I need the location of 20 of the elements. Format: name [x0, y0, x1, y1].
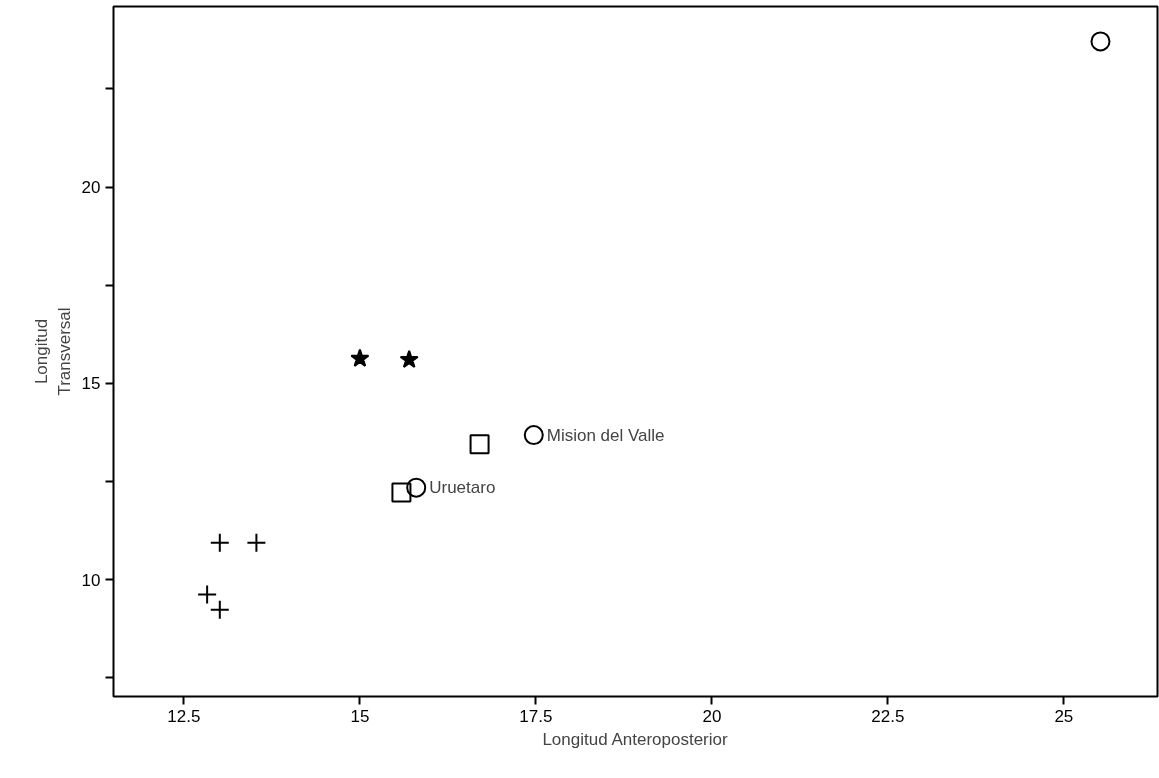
point	[399, 349, 419, 369]
point	[1090, 31, 1111, 52]
x-tick-label: 12.5	[167, 706, 201, 726]
x-tick-label: 17.5	[519, 706, 553, 726]
point	[469, 434, 490, 455]
y-tick-label: 15	[81, 374, 101, 394]
point	[350, 348, 370, 367]
point	[523, 425, 544, 446]
x-tick-label: 22.5	[871, 706, 905, 726]
x-tick-label: 15	[350, 706, 370, 726]
point	[391, 482, 412, 503]
annotation: Uruetaro	[429, 478, 496, 498]
y-tick-label: 10	[81, 570, 101, 590]
y-tick-label: 20	[81, 178, 101, 198]
x-tick-label: 20	[702, 706, 722, 726]
y-axis-title: Longitud Transversal	[31, 307, 74, 396]
annotation: Mision del Valle	[546, 425, 665, 445]
x-axis-title: Longitud Anteroposterior	[542, 729, 728, 749]
x-tick-label: 25	[1054, 706, 1074, 726]
point	[406, 477, 427, 498]
